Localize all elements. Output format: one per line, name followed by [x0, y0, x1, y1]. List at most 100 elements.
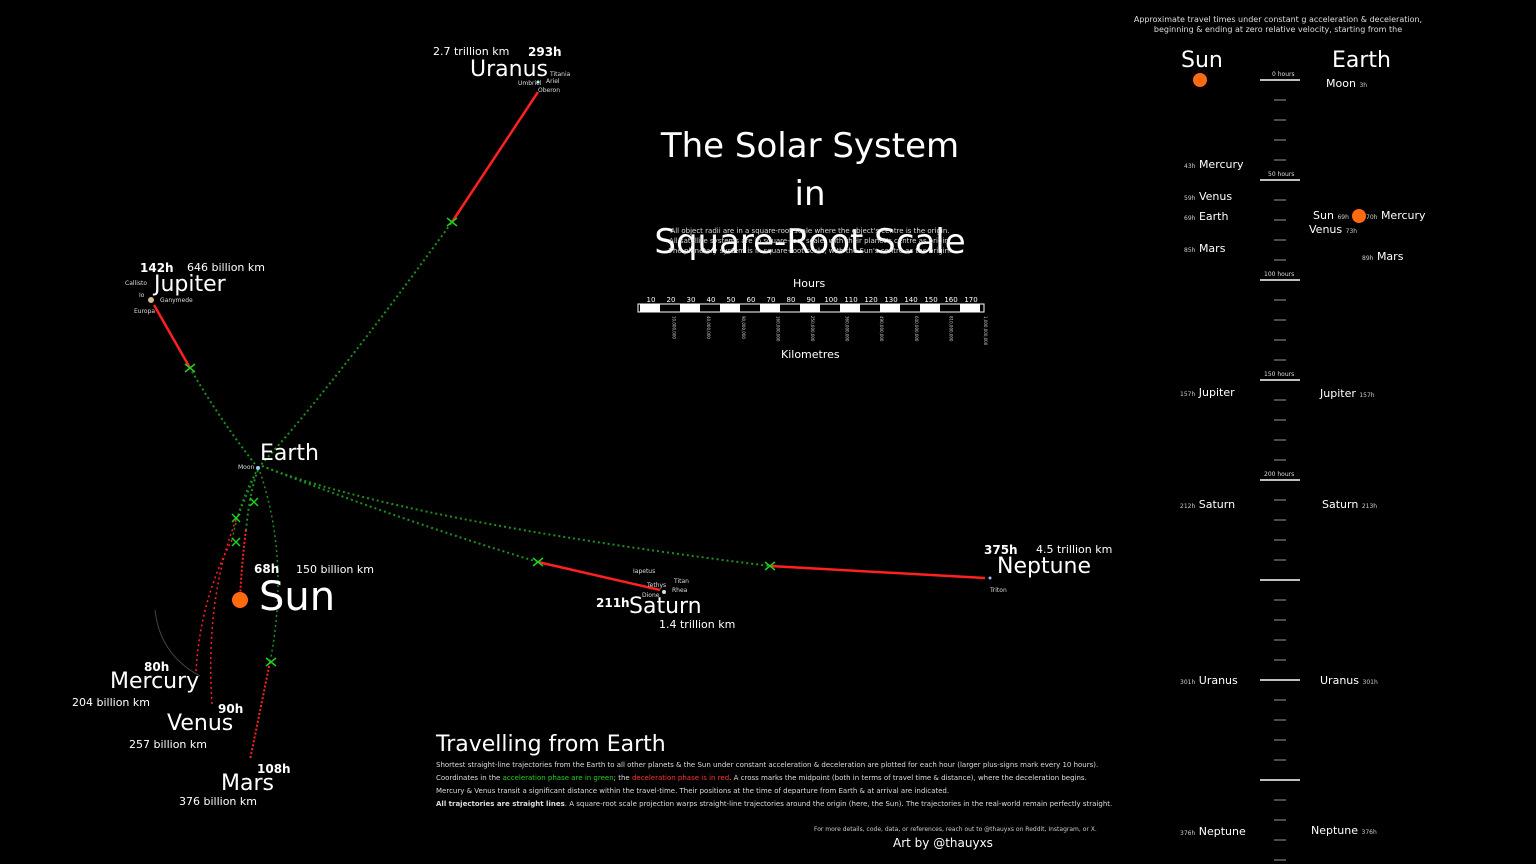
scale-hour-tick: 90: [807, 296, 816, 304]
panel-heading-1: Approximate travel times under constant …: [1133, 15, 1423, 24]
scale-bar-segment: [880, 304, 900, 312]
scale-hour-tick: 130: [884, 296, 897, 304]
moon-titan: Titan: [674, 578, 689, 585]
earth-row-jupiter: Jupiter 157h: [1320, 387, 1375, 400]
scale-bar-segment: [920, 304, 940, 312]
hour-mark-150: 150 hours: [1264, 371, 1295, 378]
trajectory-sun-accel: [245, 469, 259, 531]
trajectory-saturn-decel: [537, 560, 661, 592]
trajectory-mars-decel: [249, 661, 271, 761]
earth-row-venus: Venus 73h: [1309, 223, 1358, 236]
moon-dione: Dione: [642, 592, 660, 599]
scale-hour-tick: 60: [747, 296, 756, 304]
trajectory-jupiter-decel: [152, 304, 192, 369]
scale-hour-tick: 160: [944, 296, 957, 304]
scale-hour-tick: 30: [687, 296, 696, 304]
scale-hour-tick: 10: [647, 296, 656, 304]
scale-bar-segment: [640, 304, 660, 312]
scale-bar-segment: [720, 304, 740, 312]
scale-km-tick: 250,000,000: [810, 316, 815, 342]
subtitle-line-2: All satellite systems are in square-root…: [669, 237, 951, 245]
neptune-distance: 4.5 trillion km: [1036, 543, 1113, 556]
moon-oberon: Oberon: [538, 87, 561, 94]
title-line-1: The Solar System in: [660, 126, 960, 214]
earth-row-neptune: Neptune 376h: [1311, 824, 1377, 837]
moon-titania: Titania: [550, 71, 571, 78]
venus-label: Venus: [167, 711, 234, 736]
trajectory-uranus-accel: [257, 221, 453, 469]
sun-row-earth: 69h Earth: [1184, 210, 1229, 223]
scale-hour-tick: 80: [787, 296, 796, 304]
moon-callisto: Callisto: [125, 280, 148, 287]
trajectory-neptune-accel: [261, 465, 771, 567]
sun-row-saturn: 212h Saturn: [1180, 498, 1236, 511]
col-sun-title: Sun: [1181, 48, 1223, 73]
panel-sun-icon: [1193, 73, 1207, 87]
scale-hour-tick: 40: [707, 296, 716, 304]
title-line-2: Square-Root Scale: [654, 222, 966, 262]
uranus-dot: [536, 80, 540, 84]
col-earth-title: Earth: [1332, 48, 1391, 73]
scale-hour-tick: 170: [964, 296, 977, 304]
earth-label: Earth: [260, 441, 319, 466]
sun-row-mercury: 43h Mercury: [1184, 158, 1244, 171]
panel-heading-2: beginning & ending at zero relative velo…: [1153, 25, 1403, 34]
footer-line-3: Mercury & Venus transit a significant di…: [436, 787, 950, 795]
uranus-label: Uranus: [470, 57, 548, 82]
art-credit: Art by @thauyxs: [893, 836, 993, 850]
scale-km-tick: 10,000,000: [672, 316, 677, 339]
trajectory-saturn-accel: [261, 465, 539, 563]
neptune-dot: [988, 576, 992, 580]
hour-mark-200: 200 hours: [1264, 471, 1295, 478]
hour-mark-0: 0 hours: [1272, 71, 1295, 78]
earth-row-saturn: Saturn 213h: [1322, 498, 1378, 511]
hour-mark-100: 100 hours: [1264, 271, 1295, 278]
sun-row-uranus: 301h Uranus: [1180, 674, 1238, 687]
scale-km-tick: 90,000,000: [741, 316, 746, 339]
footer-line-4: All trajectories are straight lines. A s…: [436, 800, 1113, 808]
saturn-dot: [662, 590, 666, 594]
venus-distance: 257 billion km: [129, 738, 207, 751]
earth-row-sun: Sun 69h: [1313, 209, 1349, 222]
scale-km-tick: 490,000,000: [879, 316, 884, 342]
uranus-hours: 293h: [528, 45, 562, 59]
sun-row-neptune: 376h Neptune: [1180, 825, 1246, 838]
footer-title: Travelling from Earth: [436, 732, 666, 757]
main-title: The Solar System in Square-Root Scale: [640, 122, 980, 266]
scale-bar-segment: [800, 304, 820, 312]
jupiter-label: Jupiter: [154, 272, 226, 297]
scale-km-tick: 640,000,000: [914, 316, 919, 342]
moon-iapetus: Iapetus: [633, 568, 656, 575]
scale-hour-tick: 70: [767, 296, 776, 304]
scale-hour-tick: 20: [667, 296, 676, 304]
scale-bar-segment: [960, 304, 980, 312]
scale-bar: 10 20 30 40 50 60 70 80 90 100 110 120 130 140 150 160 1…: [637, 296, 988, 346]
scale-bar-segment: [760, 304, 780, 312]
scale-hour-tick: 50: [727, 296, 736, 304]
moon-europa: Europa: [134, 308, 156, 315]
moon-triton: Triton: [990, 587, 1007, 594]
subtitle-line-1: All object radii are in a square-root sc…: [670, 227, 950, 235]
earth-row-uranus: Uranus 301h: [1320, 674, 1378, 687]
saturn-distance: 1.4 trillion km: [659, 618, 736, 631]
moon-tethys: Tethys: [647, 582, 667, 589]
scale-km-label: Kilometres: [781, 348, 840, 361]
moon-umbriel: Umbriel: [518, 80, 542, 87]
contact-note: For more details, code, data, or referen…: [814, 826, 1097, 833]
trajectory-uranus-decel: [450, 91, 540, 223]
hour-mark-50: 50 hours: [1268, 171, 1295, 178]
scale-hour-tick: 120: [864, 296, 877, 304]
jupiter-distance: 646 billion km: [187, 261, 265, 274]
neptune-label: Neptune: [997, 554, 1092, 579]
jupiter-hours: 142h: [140, 261, 174, 275]
earth-row-sun-icon: [1352, 209, 1366, 223]
mars-label: Mars: [221, 771, 274, 796]
sun-row-mars: 85h Mars: [1184, 242, 1226, 255]
sun-disk: [232, 592, 248, 608]
trajectory-sun-decel: [239, 529, 247, 599]
mercury-orbit-arc: [154, 609, 201, 677]
saturn-hours: 211h: [596, 596, 630, 610]
sun-distance: 150 billion km: [296, 563, 374, 576]
midpoint-crosses: [184, 217, 776, 667]
sun-hours: 68h: [254, 562, 280, 576]
